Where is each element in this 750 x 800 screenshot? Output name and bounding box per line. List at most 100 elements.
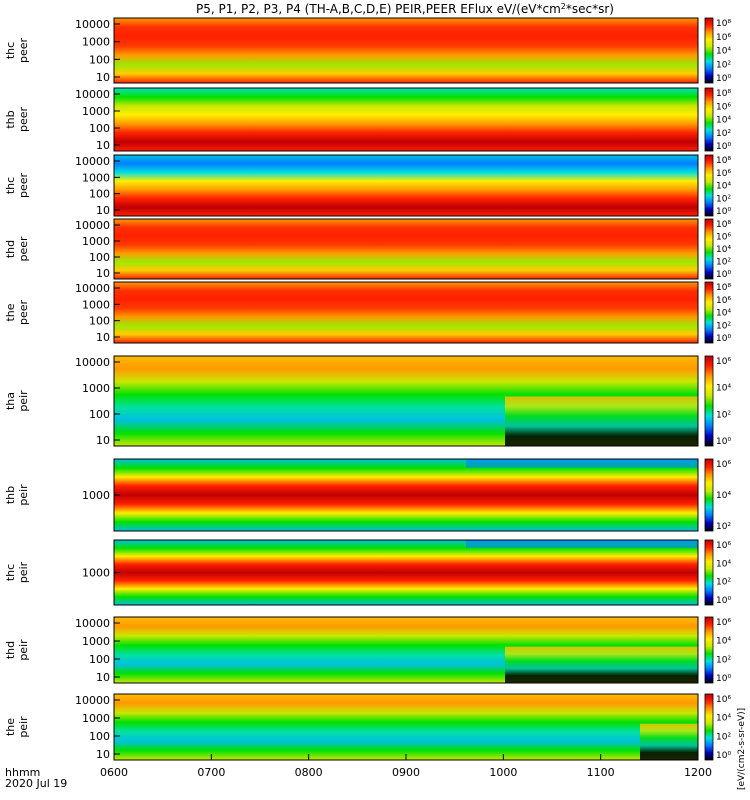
panel-name-line1: thd	[4, 641, 17, 659]
colorbar	[704, 458, 714, 532]
colorbar-units-label: [eV/(cm2-s-sr-eV)]	[737, 708, 747, 790]
panel-name-line1: thc	[4, 42, 17, 59]
colorbar	[704, 355, 714, 447]
colorbar	[704, 539, 714, 606]
panel-frame	[113, 355, 699, 447]
panel-name-line2: peer	[17, 236, 30, 262]
x-axis-label-hhmm: hhmm	[5, 766, 40, 779]
x-tick-label: 1000	[489, 766, 517, 779]
y-tick-label: 10	[96, 267, 110, 280]
colorbar-tick-label: 10⁴	[716, 491, 731, 501]
y-tick-label: 1000	[82, 712, 110, 725]
panel-thb-peer: thb peer 10000 1000 100 10 10⁸ 10⁶ 10⁴ 10² 10⁰	[4, 87, 731, 152]
y-tick-label: 1000	[82, 105, 110, 118]
colorbar-tick-label: 10⁸	[716, 220, 731, 230]
colorbar-tick-label: 10²	[716, 410, 731, 420]
y-tick-label: 1000	[82, 635, 110, 648]
y-tick-label: 10000	[75, 18, 110, 31]
colorbar-tick-label: 10⁰	[716, 674, 731, 684]
y-tick-label: 100	[89, 315, 110, 328]
x-axis-date-label: 2020 Jul 19	[5, 777, 67, 790]
colorbar-tick-label: 10⁴	[716, 47, 731, 57]
colorbar-tick-label: 10⁰	[716, 270, 731, 280]
panel-name-line1: thb	[4, 110, 17, 128]
panel-frame	[113, 87, 699, 152]
panel-the-peir: the peir 10000 1000 100 10 10⁶ 10⁴ 10² 10⁰	[4, 693, 731, 761]
colorbar-tick-label: 10²	[716, 129, 731, 139]
y-tick-label: 1000	[82, 235, 110, 248]
spectrogram-depletion-region	[640, 723, 698, 760]
colorbar-tick-label: 10²	[716, 732, 731, 742]
colorbar-tick-label: 10⁴	[716, 637, 731, 647]
colorbar-tick-label: 10⁰	[716, 751, 731, 761]
spectrogram-depletion-region	[505, 396, 698, 446]
y-tick-label: 10	[96, 139, 110, 152]
colorbar-tick-label: 10²	[716, 60, 731, 70]
spectrogram-image	[114, 219, 698, 279]
colorbar-tick-label: 10²	[716, 321, 731, 331]
y-tick-label: 1000	[82, 171, 110, 184]
colorbar-tick-label: 10⁰	[716, 334, 731, 344]
colorbar	[704, 616, 714, 684]
colorbar-tick-label: 10⁸	[716, 19, 731, 29]
colorbar-tick-label: 10²	[716, 655, 731, 665]
colorbar-tick-label: 10²	[716, 578, 731, 588]
y-tick-label: 100	[89, 53, 110, 66]
colorbar-tick-label: 10⁴	[716, 714, 731, 724]
colorbar	[704, 87, 714, 152]
colorbar-tick-label: 10²	[716, 522, 731, 532]
colorbar-tick-label: 10⁴	[716, 182, 731, 192]
colorbar-tick-label: 10⁴	[716, 384, 731, 394]
spectrogram-image	[114, 540, 698, 605]
panel-thd-peer: thd peer 10000 1000 100 10 10⁸ 10⁶ 10⁴ 10² 10⁰	[4, 218, 731, 280]
colorbar-tick-label: 10²	[716, 258, 731, 268]
colorbar-tick-label: 10⁴	[716, 245, 731, 255]
y-tick-label: 10	[96, 71, 110, 84]
colorbar-tick-label: 10⁶	[716, 695, 731, 705]
panel-name-line1: the	[4, 718, 17, 736]
chart-title: P5, P1, P2, P3, P4 (TH-A,B,C,D,E) PEIR,P…	[196, 2, 614, 16]
spectrogram-mode-change-region	[466, 540, 698, 548]
y-tick-label: 100	[89, 653, 110, 666]
panel-frame	[113, 154, 699, 217]
panel-name-line2: peir	[17, 390, 30, 412]
panel-name-line1: the	[4, 303, 17, 321]
y-tick-label: 100	[89, 408, 110, 421]
colorbar-tick-label: 10⁶	[716, 169, 731, 179]
y-tick-label: 10	[96, 204, 110, 217]
y-tick-label: 10000	[75, 282, 110, 295]
panel-name-line2: peer	[17, 173, 30, 199]
x-tick-label: 0900	[392, 766, 420, 779]
colorbar-tick-label: 10⁴	[716, 559, 731, 569]
y-tick-label: 10000	[75, 356, 110, 369]
x-axis: 0600 0700 0800 0900 1000 1100 1200	[100, 754, 712, 779]
panel-name-line1: thd	[4, 240, 17, 258]
y-tick-label: 10000	[75, 219, 110, 232]
panel-name-line2: peir	[17, 639, 30, 661]
y-tick-label: 10	[96, 434, 110, 447]
y-tick-label: 1000	[82, 36, 110, 49]
y-tick-label: 10000	[75, 694, 110, 707]
colorbar-tick-label: 10⁶	[716, 460, 731, 470]
panel-thd-peir: thd peir 10000 1000 100 10 10⁶ 10⁴ 10² 10⁰	[4, 616, 731, 684]
y-tick-label: 1000	[82, 567, 110, 580]
colorbar-tick-label: 10⁶	[716, 296, 731, 306]
panel-thc-peer: thc peer 10000 1000 100 10 10⁸ 10⁶ 10⁴ 10² 10⁰	[4, 154, 731, 217]
y-tick-label: 10000	[75, 155, 110, 168]
y-tick-label: 100	[89, 730, 110, 743]
panel-name-line1: tha	[4, 392, 17, 410]
colorbar-tick-label: 10⁶	[716, 233, 731, 243]
colorbar-tick-label: 10⁰	[716, 596, 731, 606]
panel-name-line2: peer	[17, 38, 30, 64]
x-tick-label: 1100	[587, 766, 615, 779]
y-tick-label: 10	[96, 748, 110, 761]
y-tick-label: 100	[89, 122, 110, 135]
colorbar-tick-label: 10⁴	[716, 116, 731, 126]
y-tick-label: 10	[96, 331, 110, 344]
panel-frame	[113, 616, 699, 684]
panel-name-line1: thc	[4, 177, 17, 194]
panel-thb-peir: thb peir 1000 10⁶ 10⁴ 10²	[4, 458, 731, 532]
panel-name-line1: thc	[4, 564, 17, 581]
